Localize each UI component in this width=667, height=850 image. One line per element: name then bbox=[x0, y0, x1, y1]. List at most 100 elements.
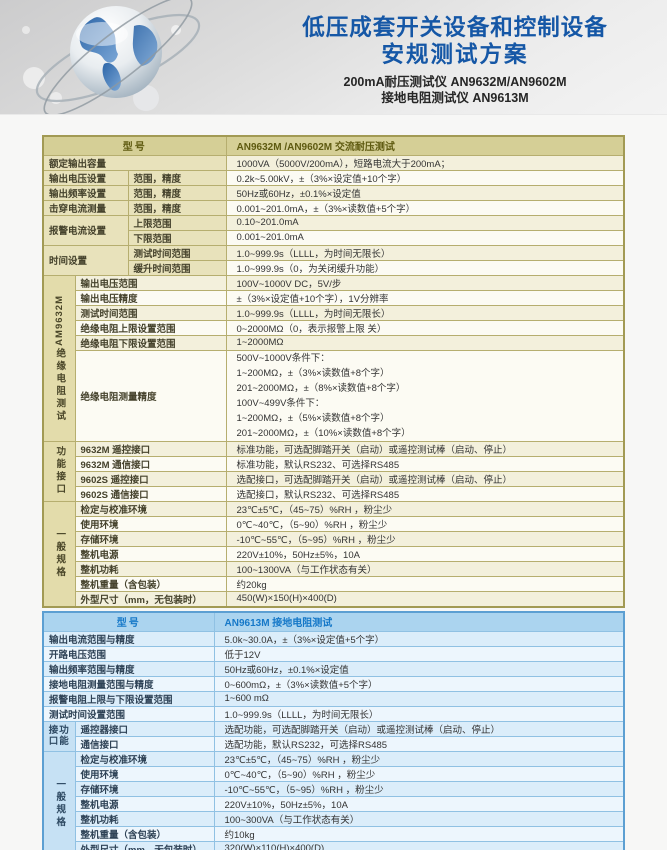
row-label: 报警电阻上限与下限设置范围 bbox=[42, 690, 215, 707]
table-row: 输出频率设置 范围，精度 50Hz或60Hz，±0.1%×设定值 bbox=[42, 184, 625, 201]
row-sub-label: 下限范围 bbox=[127, 229, 227, 246]
row-value: 0℃~40℃，（5~90）%RH ，粉尘少 bbox=[225, 515, 625, 532]
spec-line: 100V~499V条件下： bbox=[236, 397, 325, 409]
row-value: 1.0~999.9s（LLLL，为时间无限长） bbox=[225, 244, 625, 261]
table-row: 通信接口 选配功能，默认RS232，可选择RS485 bbox=[43, 735, 625, 752]
table-row: 使用环境 0℃~40℃，（5~90）%RH ，粉尘少 bbox=[43, 765, 625, 782]
table-row: 绝缘电阻上限设置范围 0~2000MΩ（0，表示报警上限 关） bbox=[43, 319, 625, 336]
bubble-decoration bbox=[50, 92, 62, 104]
spec-line: 1~200MΩ，±（3%×读数值+8个字） bbox=[236, 367, 390, 379]
table-row: 测试时间设置范围 1.0~999.9s（LLLL，为时间无限长） bbox=[42, 705, 625, 722]
row-label: 输出电流范围与精度 bbox=[42, 630, 215, 647]
page-subtitle: 200mA耐压测试仪 AN9632M/AN9602M bbox=[343, 75, 567, 89]
table-row: 接功 口能 遥控器接口 选配功能，可选配脚踏开关（启动）或遥控测试棒（启动、停止… bbox=[42, 720, 625, 752]
row-sub-label: 测试时间范围 bbox=[127, 244, 227, 261]
column-header-model-value: AN9632M /AN9602M 交流耐压测试 bbox=[225, 135, 625, 156]
row-value: 1~600 mΩ bbox=[213, 690, 625, 707]
row-label: 输出频率设置 bbox=[42, 184, 129, 201]
header-banner: 低压成套开关设备和控制设备 安规测试方案 200mA耐压测试仪 AN9632M/… bbox=[0, 0, 667, 115]
row-value: ±（3%×设定值+10个字），1V分辨率 bbox=[225, 289, 625, 306]
row-label: 绝缘电阻测量精度 bbox=[74, 349, 227, 442]
row-value: 标准功能，可选配脚踏开关（启动）或遥控测试棒（启动、停止） bbox=[225, 440, 625, 457]
table-row: 9602S 通信接口 选配接口，默认RS232、可选择RS485 bbox=[43, 485, 625, 502]
table-row: 功能接口 9632M 遥控接口 标准功能，可选配脚踏开关（启动）或遥控测试棒（启… bbox=[42, 440, 625, 502]
row-label: 开路电压范围 bbox=[42, 645, 215, 662]
row-label: 外型尺寸（mm，无包装时） bbox=[74, 840, 215, 850]
row-value: 标准功能，默认RS232、可选择RS485 bbox=[225, 455, 625, 472]
table-row: 整机重量（含包装） 约20kg bbox=[43, 575, 625, 592]
spec-line: 201~2000MΩ，±（8%×读数值+8个字） bbox=[236, 382, 406, 394]
table-header-row: 型号 AN9613M 接地电阻测试 bbox=[42, 611, 625, 632]
row-sub-label: 上限范围 bbox=[127, 214, 227, 231]
row-label: 整机重量（含包装） bbox=[74, 575, 227, 592]
spec-line: 500V~1000V条件下： bbox=[236, 352, 330, 364]
row-value: 220V±10%，50Hz±5%，10A bbox=[213, 795, 625, 812]
row-label: 9602S 遥控接口 bbox=[74, 470, 227, 487]
row-label: 击穿电流测量 bbox=[42, 199, 129, 216]
spec-table-an9632m: 型号 AN9632M /AN9602M 交流耐压测试 额定输出容量 1000VA… bbox=[42, 135, 625, 608]
page-title: 低压成套开关设备和控制设备 bbox=[302, 15, 608, 40]
row-label: 整机电源 bbox=[74, 545, 227, 562]
row-sub-label: 范围，精度 bbox=[127, 199, 227, 216]
row-label: 绝缘电阻下限设置范围 bbox=[74, 334, 227, 351]
group-label-text: 一般规格 bbox=[54, 778, 66, 829]
row-label: 使用环境 bbox=[74, 765, 215, 782]
row-value: 低于12V bbox=[213, 645, 625, 662]
row-sub-label: 范围，精度 bbox=[127, 169, 227, 186]
table-row: 整机功耗 100~1300VA（与工作状态有关） bbox=[43, 560, 625, 577]
table-row: 一般规格 检定与校准环境 23℃±5℃，（45~75）%RH ，粉尘少 bbox=[42, 750, 625, 850]
row-value: 450(W)×150(H)×400(D) bbox=[225, 590, 625, 607]
group-label-text: 口能 bbox=[48, 736, 70, 747]
row-label: 整机重量（含包装） bbox=[74, 825, 215, 842]
table-row: 测试时间范围 1.0~999.9s（LLLL，为时间无限长） bbox=[43, 304, 625, 321]
row-label: 输出电压设置 bbox=[42, 169, 129, 186]
table-row: 接地电阻测量范围与精度 0~600mΩ，±（3%×读数值+5个字） bbox=[42, 675, 625, 692]
table-row: 额定输出容量 1000VA（5000V/200mA），短路电流大于200mA； bbox=[42, 154, 625, 171]
table-row: 整机功耗 100~300VA（与工作状态有关） bbox=[43, 810, 625, 827]
row-label: 输出电压精度 bbox=[74, 289, 227, 306]
table-row: 报警电流设置 上限范围 0.10~201.0mA bbox=[42, 214, 625, 246]
table-row: 开路电压范围 低于12V bbox=[42, 645, 625, 662]
table-row: AM9632M 绝缘电阻测试 输出电压范围 100V~1000V DC，5V/步 bbox=[42, 274, 625, 442]
row-label: 检定与校准环境 bbox=[74, 750, 215, 767]
page-title-line2: 安规测试方案 bbox=[381, 42, 529, 67]
table-header-row: 型号 AN9632M /AN9602M 交流耐压测试 bbox=[42, 135, 625, 156]
row-label: 9632M 通信接口 bbox=[74, 455, 227, 472]
row-label: 输出频率范围与精度 bbox=[42, 660, 215, 677]
row-value: 0.001~201.0mA，±（3%×读数值+5个字） bbox=[225, 199, 625, 216]
row-value: 100~300VA（与工作状态有关） bbox=[213, 810, 625, 827]
row-value: 220V±10%，50Hz±5%，10A bbox=[225, 545, 625, 562]
table-row: 时间设置 测试时间范围 1.0~999.9s（LLLL，为时间无限长） bbox=[42, 244, 625, 276]
column-header-model-value: AN9613M 接地电阻测试 bbox=[213, 611, 625, 632]
row-value: 5.0k~30.0A，±（3%×设定值+5个字） bbox=[213, 630, 625, 647]
table-row: 9602S 遥控接口 选配接口，可选配脚踏开关（启动）或遥控测试棒（启动、停止） bbox=[43, 470, 625, 487]
row-label: 测试时间设置范围 bbox=[42, 705, 215, 722]
row-value: 50Hz或60Hz，±0.1%×设定值 bbox=[213, 660, 625, 677]
orbit-ring-icon bbox=[43, 0, 193, 114]
row-label: 报警电流设置 bbox=[42, 214, 129, 246]
group-label-text: 一般规格 bbox=[54, 528, 66, 579]
row-label: 测试时间范围 bbox=[74, 304, 227, 321]
table-row: 击穿电流测量 范围，精度 0.001~201.0mA，±（3%×读数值+5个字） bbox=[42, 199, 625, 216]
row-label: 外型尺寸（mm，无包装时） bbox=[74, 590, 227, 607]
group-label-general: 一般规格 bbox=[42, 500, 76, 607]
row-value: 0.2k~5.00kV，±（3%×设定值+10个字） bbox=[225, 169, 625, 186]
row-value: 0.001~201.0mA bbox=[225, 229, 625, 246]
row-value: 0~2000MΩ（0，表示报警上限 关） bbox=[225, 319, 625, 336]
table-row: 一般规格 检定与校准环境 23℃±5℃，（45~75）%RH ，粉尘少 bbox=[42, 500, 625, 607]
spec-line: 1~200MΩ，±（5%×读数值+8个字） bbox=[236, 412, 390, 424]
row-value: 23℃±5℃，（45~75）%RH ，粉尘少 bbox=[225, 500, 625, 517]
table-row: 存储环境 -10℃~55℃，（5~95）%RH ，粉尘少 bbox=[43, 530, 625, 547]
column-header-model: 型号 bbox=[42, 135, 227, 156]
row-value: 1000VA（5000V/200mA），短路电流大于200mA； bbox=[225, 154, 625, 171]
row-value: 0℃~40℃，（5~90）%RH ，粉尘少 bbox=[213, 765, 625, 782]
row-value: 约20kg bbox=[225, 575, 625, 592]
row-value-multiline: 500V~1000V条件下： 1~200MΩ，±（3%×读数值+8个字） 201… bbox=[225, 349, 625, 442]
group-label-interfaces: 接功 口能 bbox=[42, 720, 76, 752]
row-label: 遥控器接口 bbox=[74, 720, 215, 737]
row-label: 时间设置 bbox=[42, 244, 129, 276]
group-label-general: 一般规格 bbox=[42, 750, 76, 850]
row-value: 0.10~201.0mA bbox=[225, 214, 625, 231]
table-row: 输出电压精度 ±（3%×设定值+10个字），1V分辨率 bbox=[43, 289, 625, 306]
